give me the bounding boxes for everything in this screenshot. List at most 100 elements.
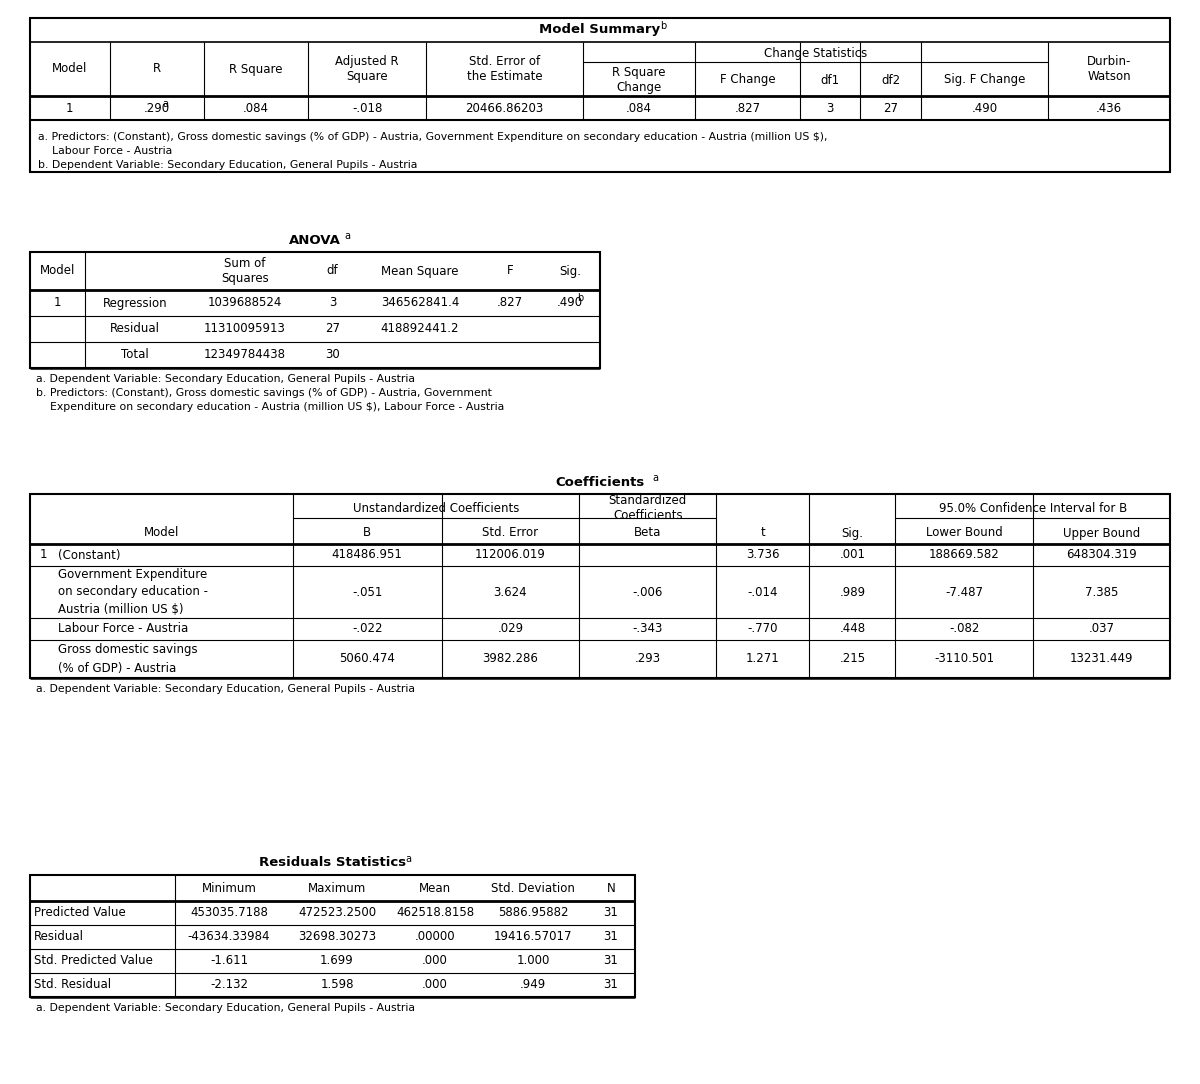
Text: Total: Total (121, 348, 149, 361)
Text: a: a (406, 854, 412, 864)
Text: 7.385: 7.385 (1085, 585, 1118, 598)
Text: 1.699: 1.699 (320, 955, 354, 968)
Text: Unstandardized Coefficients: Unstandardized Coefficients (353, 502, 520, 515)
Text: .490: .490 (557, 297, 583, 310)
Text: Lower Bound: Lower Bound (925, 527, 1002, 540)
Text: .084: .084 (626, 102, 652, 115)
Text: 346562841.4: 346562841.4 (380, 297, 460, 310)
Text: (Constant): (Constant) (58, 549, 120, 562)
Text: 20466.86203: 20466.86203 (466, 102, 544, 115)
Text: .001: .001 (840, 549, 865, 562)
Text: 1.271: 1.271 (746, 653, 780, 666)
Text: 19416.57017: 19416.57017 (493, 930, 572, 943)
Text: .029: .029 (498, 622, 523, 635)
Text: 1: 1 (66, 102, 73, 115)
Text: .949: .949 (520, 979, 546, 992)
Text: 1039688524: 1039688524 (208, 297, 282, 310)
Text: a. Dependent Variable: Secondary Education, General Pupils - Austria: a. Dependent Variable: Secondary Educati… (36, 1003, 415, 1014)
Text: Labour Force - Austria: Labour Force - Austria (58, 622, 188, 635)
Text: a: a (652, 473, 658, 483)
Text: 472523.2500: 472523.2500 (298, 906, 376, 919)
Text: 418892441.2: 418892441.2 (380, 323, 460, 336)
Text: Std. Residual: Std. Residual (34, 979, 112, 992)
Text: 3.624: 3.624 (493, 585, 527, 598)
Text: 31: 31 (604, 930, 618, 943)
Text: 11310095913: 11310095913 (204, 323, 286, 336)
Text: ANOVA: ANOVA (289, 233, 341, 246)
Text: 32698.30273: 32698.30273 (298, 930, 376, 943)
Text: 31: 31 (604, 906, 618, 919)
Text: df2: df2 (881, 74, 900, 87)
Text: Labour Force - Austria: Labour Force - Austria (38, 146, 173, 156)
Text: Predicted Value: Predicted Value (34, 906, 126, 919)
Text: .989: .989 (840, 585, 865, 598)
Text: 5060.474: 5060.474 (340, 653, 395, 666)
Text: R Square
Change: R Square Change (612, 66, 666, 94)
Text: Maximum: Maximum (308, 881, 366, 894)
Text: Std. Error of
the Estimate: Std. Error of the Estimate (467, 55, 542, 83)
Text: .215: .215 (840, 653, 865, 666)
Text: .037: .037 (1088, 622, 1115, 635)
Text: 418486.951: 418486.951 (331, 549, 403, 562)
Text: .448: .448 (840, 622, 865, 635)
Text: Residual: Residual (110, 323, 160, 336)
Text: Coefficients: Coefficients (556, 476, 644, 489)
Text: Model Summary: Model Summary (540, 24, 660, 37)
Text: b. Predictors: (Constant), Gross domestic savings (% of GDP) - Austria, Governme: b. Predictors: (Constant), Gross domesti… (36, 388, 492, 398)
Text: 27: 27 (325, 323, 340, 336)
Text: .00000: .00000 (415, 930, 455, 943)
Text: Austria (million US $): Austria (million US $) (58, 603, 184, 616)
Text: N: N (607, 881, 616, 894)
Text: .436: .436 (1096, 102, 1122, 115)
Text: a. Dependent Variable: Secondary Education, General Pupils - Austria: a. Dependent Variable: Secondary Educati… (36, 374, 415, 384)
Text: .827: .827 (497, 297, 523, 310)
Text: -.770: -.770 (748, 622, 778, 635)
Text: 112006.019: 112006.019 (475, 549, 546, 562)
Text: -.022: -.022 (352, 622, 383, 635)
Text: 3.736: 3.736 (746, 549, 780, 562)
Text: Minimum: Minimum (202, 881, 257, 894)
Text: .290: .290 (144, 102, 169, 115)
Text: Sig.: Sig. (841, 527, 864, 540)
Text: a. Dependent Variable: Secondary Education, General Pupils - Austria: a. Dependent Variable: Secondary Educati… (36, 684, 415, 694)
Text: on secondary education -: on secondary education - (58, 585, 208, 598)
Text: Model: Model (144, 527, 179, 540)
Text: Adjusted R
Square: Adjusted R Square (335, 55, 398, 83)
Text: -2.132: -2.132 (210, 979, 248, 992)
Text: Model: Model (52, 63, 88, 76)
Text: 648304.319: 648304.319 (1066, 549, 1136, 562)
Text: Government Expenditure: Government Expenditure (58, 568, 208, 581)
Text: -.343: -.343 (632, 622, 662, 635)
Text: 13231.449: 13231.449 (1069, 653, 1133, 666)
Text: 30: 30 (325, 348, 340, 361)
Text: R: R (152, 63, 161, 76)
Text: Gross domestic savings: Gross domestic savings (58, 643, 198, 656)
Text: a: a (162, 99, 168, 109)
Text: t: t (761, 527, 766, 540)
Text: Residuals Statistics: Residuals Statistics (259, 856, 406, 869)
Text: F Change: F Change (720, 74, 775, 87)
Text: .000: .000 (422, 979, 448, 992)
Text: df1: df1 (821, 74, 840, 87)
Text: Sig.: Sig. (559, 264, 581, 278)
Text: -7.487: -7.487 (946, 585, 983, 598)
Text: -3110.501: -3110.501 (934, 653, 994, 666)
Text: (% of GDP) - Austria: (% of GDP) - Austria (58, 662, 176, 675)
Text: -.014: -.014 (748, 585, 778, 598)
Text: Sig. F Change: Sig. F Change (944, 74, 1026, 87)
Text: b: b (660, 21, 666, 31)
Text: 3: 3 (827, 102, 834, 115)
Text: B: B (364, 527, 371, 540)
Text: 1: 1 (54, 297, 61, 310)
Text: R Square: R Square (229, 63, 282, 76)
Text: .490: .490 (972, 102, 998, 115)
Bar (30, 251, 600, 367)
Text: Standardized
Coefficients: Standardized Coefficients (608, 494, 686, 522)
Text: 188669.582: 188669.582 (929, 549, 1000, 562)
Text: F: F (506, 264, 514, 278)
Text: a: a (344, 231, 350, 241)
Text: Beta: Beta (634, 527, 661, 540)
Text: -.018: -.018 (352, 102, 383, 115)
Text: -.006: -.006 (632, 585, 662, 598)
Text: 462518.8158: 462518.8158 (396, 906, 474, 919)
